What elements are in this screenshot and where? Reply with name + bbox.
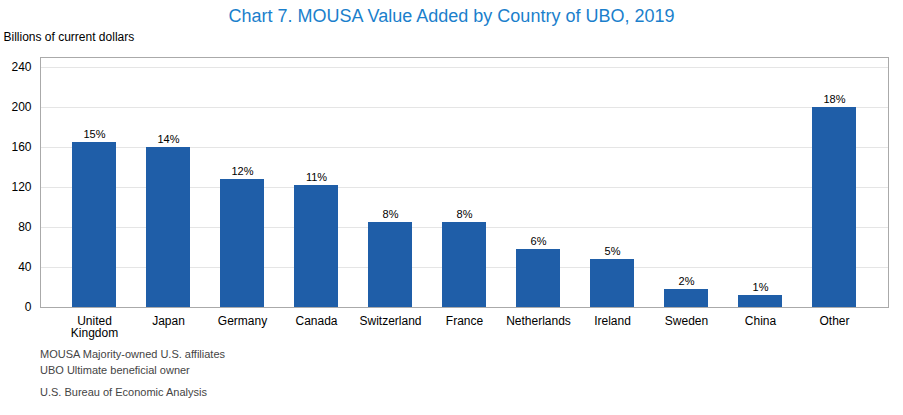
svg-text:Ireland: Ireland [594,314,631,328]
svg-text:15%15: 15%15 [83,128,105,140]
html-text:MOUSA Majority-owned U.S. affi: MOUSA Majority-owned U.S. affiliates [40,348,225,360]
svg-text:Canada: Canada [295,314,337,328]
svg-text:Switzerland: Switzerland [359,314,421,328]
svg-text:80: 80 [18,220,32,234]
svg-text:UnitedKingdom: UnitedKingdom [71,314,118,340]
svg-text:240: 240 [11,60,31,74]
html-text:U.S. Bureau of Economic Analys: U.S. Bureau of Economic Analysis [40,385,207,398]
svg-text:6%6: 6%6 [531,235,547,247]
svg-text:200: 200 [11,100,31,114]
svg-text:5%5: 5%5 [605,245,621,257]
svg-text:France: France [446,314,484,328]
html-text:UBO Ultimate beneficial owner: UBO Ultimate beneficial owner [40,363,190,376]
svg-text:14%14: 14%14 [157,133,179,145]
svg-text:2%2: 2%2 [679,275,695,287]
svg-text:Other: Other [819,314,849,328]
svg-text:0: 0 [25,300,32,314]
svg-text:Netherlands: Netherlands [506,314,571,328]
svg-text:1%1: 1%1 [753,281,769,293]
svg-text:120: 120 [11,180,31,194]
svg-text:40: 40 [18,260,32,274]
svg-text:8%8: 8%8 [457,208,473,220]
svg-text:11%11: 11%11 [306,171,327,183]
svg-text:Sweden: Sweden [665,314,708,328]
svg-text:China: China [745,314,777,328]
html-text:Chart 7. MOUSA Value Added by: Chart 7. MOUSA Value Added by Country of… [228,6,675,26]
svg-text:Billions of current dollars: Billions of current dollars [4,30,135,44]
svg-text:Germany: Germany [218,314,267,328]
svg-text:8%8: 8%8 [383,208,399,220]
svg-text:Japan: Japan [152,314,185,328]
svg-text:18%18: 18%18 [823,93,845,105]
svg-text:12%12: 12%12 [231,165,253,177]
svg-text:160: 160 [11,140,31,154]
